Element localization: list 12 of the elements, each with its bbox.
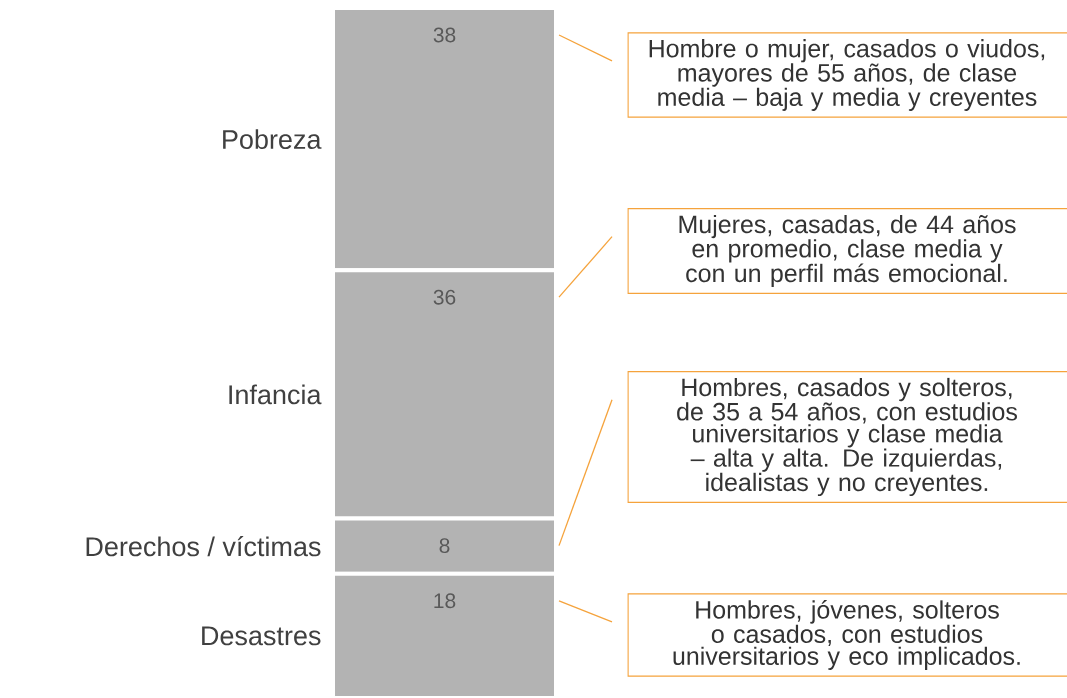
series-label: Desastres [202,626,321,646]
text: Hombres, jóvenes, solteros o casados, con estudios universitarios y eco implicados. [673,600,1020,670]
text: Hombres, casados y solteros, de 35 a 54 años, con estudios universitarios y clase media – alta y alta. De izquierdas, idealistas y no creyentes. [677,377,1017,497]
series-label: Infancia [229,384,322,405]
series-label: Derechos / víctimas [86,536,321,557]
text: Mujeres, casadas, de 44 años en promedio, clase media y con un perfil más emocional. [679,214,1016,288]
data-label: 18 [434,593,456,609]
data-label: 38 [433,27,456,43]
data-label: 8 [439,538,450,554]
text: Hombre o mujer, casados o viudos, mayores de 55 años, de clase media – baja y media y creyentes [649,39,1045,111]
data-label: 36 [433,289,456,305]
series-label: Pobreza [223,129,322,150]
